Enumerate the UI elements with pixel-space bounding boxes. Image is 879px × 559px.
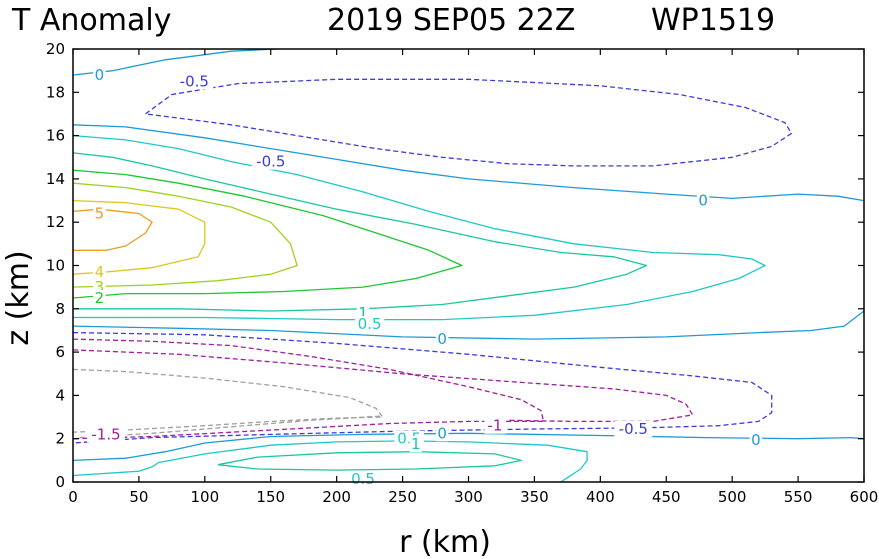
- contour-label-0p5-18: 0.5: [351, 470, 375, 488]
- y-tick-label-14: 14: [46, 170, 65, 188]
- contour-label-0-14: 0: [437, 424, 447, 442]
- contour-label-bg-4: [93, 205, 106, 222]
- contour-label-0-17: 0: [751, 431, 761, 449]
- contour-label-bg-10: [435, 331, 449, 348]
- contour-line-neg1p5-13: [72, 368, 384, 433]
- contour-label-0p5-9: 0.5: [358, 315, 382, 333]
- contour-label-4-5: 4: [95, 263, 105, 281]
- contour-layer: [72, 48, 865, 483]
- contour-line-0-2: [72, 124, 865, 202]
- y-tick-label-20: 20: [46, 40, 65, 58]
- contour-line-neg1-10: [72, 338, 545, 440]
- contour-line-0-3: [72, 310, 865, 340]
- contour-label-neg0p5-16: -0.5: [619, 420, 648, 438]
- contour-label-neg0p5-1: -0.5: [256, 153, 285, 171]
- contour-label-bg-0: [175, 73, 214, 90]
- x-tick-label-500: 500: [718, 488, 747, 506]
- contour-line-0p5-16: [72, 440, 588, 483]
- contour-label-bg-2: [93, 67, 106, 83]
- contour-line-neg0p5-12: [72, 331, 773, 444]
- contour-line-2-6: [72, 169, 463, 299]
- x-tick-label-300: 300: [454, 488, 483, 506]
- y-axis-title: z (km): [1, 250, 36, 345]
- contour-label-0-2: 0: [95, 66, 105, 84]
- contour-label-bg-17: [749, 431, 763, 448]
- x-tick-label-600: 600: [850, 488, 879, 506]
- contour-label-neg1p5-11: -1.5: [91, 425, 120, 443]
- contour-label-bg-7: [93, 290, 106, 306]
- y-tick-label-4: 4: [55, 386, 65, 404]
- contour-label-bg-12: [484, 417, 506, 434]
- contour-line-neg1-11: [72, 349, 694, 423]
- contour-label-neg1-12: -1: [487, 417, 502, 435]
- contour-label-bg-15: [409, 436, 422, 453]
- contour-line-5-9: [72, 208, 153, 251]
- contour-line-3-7: [72, 182, 298, 288]
- y-tick-label-18: 18: [46, 83, 65, 101]
- contour-label-2-7: 2: [95, 289, 105, 307]
- contour-label-bg-1: [251, 153, 290, 170]
- contour-line-0p5-4: [72, 134, 766, 321]
- contour-label-1-15: 1: [411, 435, 421, 453]
- contour-label-bg-18: [348, 470, 378, 487]
- x-tick-label-550: 550: [784, 488, 813, 506]
- x-tick-label-100: 100: [191, 488, 220, 506]
- contour-label-3-6: 3: [95, 278, 105, 296]
- x-axis-ticks: 0 50 100 150 200 250 300 350 400 450 500 550 600: [68, 49, 878, 506]
- x-tick-label-200: 200: [322, 488, 351, 506]
- x-tick-label-450: 450: [652, 488, 681, 506]
- contour-line-1-17: [217, 451, 522, 471]
- contour-label-bg-5: [93, 264, 106, 280]
- x-tick-label-250: 250: [388, 488, 417, 506]
- y-tick-label-16: 16: [46, 127, 65, 145]
- contour-line-4-8: [72, 199, 206, 275]
- x-axis-title: r (km): [399, 525, 491, 559]
- plot-frame: [72, 48, 865, 483]
- contour-label-bg-14: [435, 425, 449, 442]
- contour-label-5-4: 5: [95, 205, 105, 223]
- contour-label-bg-9: [354, 316, 385, 332]
- chart-title: T Anomaly 2019 SEP05 22Z WP1519: [11, 3, 775, 38]
- contour-label-1-8: 1: [358, 304, 368, 322]
- x-tick-label-150: 150: [256, 488, 285, 506]
- contour-label-0-10: 0: [437, 330, 447, 348]
- title-variable: T Anomaly: [11, 3, 171, 38]
- contour-label-bg-16: [614, 421, 653, 437]
- y-tick-label-2: 2: [55, 430, 65, 448]
- x-tick-label-0: 0: [68, 488, 78, 506]
- y-tick-label-0: 0: [55, 473, 65, 491]
- x-tick-label-50: 50: [129, 488, 148, 506]
- contour-label-neg0p5-0: -0.5: [180, 73, 209, 91]
- contour-label-bg-11: [87, 426, 125, 443]
- title-storm: WP1519: [651, 3, 775, 38]
- y-tick-label-8: 8: [55, 300, 65, 318]
- y-tick-label-6: 6: [55, 343, 65, 361]
- contour-label-0-3: 0: [698, 192, 708, 210]
- contour-line-neg1p5-14: [79, 415, 383, 439]
- x-tick-label-400: 400: [586, 488, 615, 506]
- contour-line-neg0p5-0: [145, 78, 793, 167]
- title-date: 2019 SEP05 22Z: [327, 3, 575, 38]
- x-tick-label-350: 350: [520, 488, 549, 506]
- contour-label-bg-3: [696, 192, 710, 209]
- y-tick-label-12: 12: [46, 213, 65, 231]
- y-tick-label-10: 10: [46, 257, 65, 275]
